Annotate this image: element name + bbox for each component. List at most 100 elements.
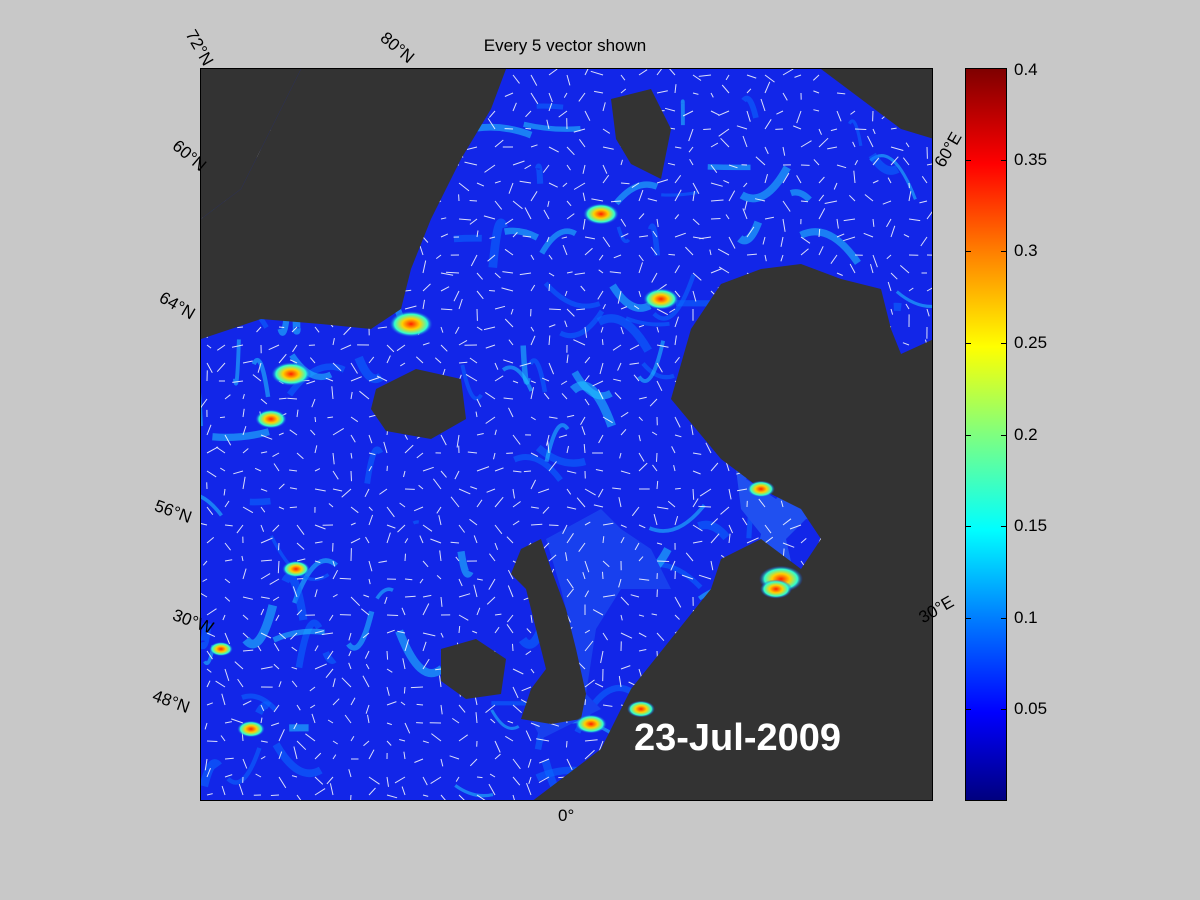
velocity-vector	[455, 776, 460, 782]
colorbar-tick-mark	[965, 526, 971, 528]
velocity-vector	[674, 189, 682, 202]
velocity-vector	[273, 663, 280, 670]
velocity-vector	[882, 200, 892, 205]
velocity-vector	[507, 569, 514, 580]
current-speed-map: 23-Jul-2009	[200, 68, 933, 801]
velocity-vector	[582, 218, 586, 230]
velocity-vector	[489, 553, 496, 562]
colorbar-tick-label: 0.1	[1014, 607, 1038, 627]
velocity-vector	[850, 110, 856, 115]
velocity-vector	[472, 630, 478, 634]
velocity-vector	[530, 506, 539, 509]
velocity-vector	[386, 524, 396, 529]
velocity-vector	[341, 488, 352, 498]
current-streak	[536, 103, 564, 110]
hotspot	[209, 641, 233, 657]
colorbar-tick-mark	[1001, 617, 1007, 619]
velocity-vector	[780, 236, 784, 247]
velocity-vector	[542, 506, 550, 514]
velocity-vector	[512, 380, 519, 384]
hotspot	[237, 720, 265, 738]
colorbar-tick-mark	[1001, 251, 1007, 253]
velocity-vector	[293, 722, 298, 730]
velocity-vector	[383, 441, 388, 454]
velocity-vector	[548, 308, 561, 311]
current-streak	[535, 444, 587, 467]
velocity-vector	[260, 740, 268, 743]
velocity-vector	[601, 339, 604, 346]
velocity-vector	[430, 776, 442, 785]
velocity-vector	[674, 175, 682, 184]
velocity-vector	[584, 326, 588, 338]
velocity-vector	[473, 535, 478, 544]
velocity-vector	[404, 553, 406, 562]
velocity-vector	[277, 560, 280, 574]
velocity-vector	[435, 254, 442, 259]
colorbar-tick-label: 0.35	[1014, 149, 1048, 169]
velocity-vector	[506, 624, 514, 634]
current-streak	[226, 747, 262, 785]
velocity-vector	[926, 211, 932, 220]
current-streak	[242, 604, 278, 649]
velocity-vector	[430, 538, 442, 544]
velocity-vector	[396, 344, 406, 352]
velocity-vector	[416, 452, 424, 459]
velocity-vector	[314, 326, 320, 333]
current-streak	[201, 622, 212, 650]
velocity-vector	[656, 308, 669, 316]
velocity-vector	[217, 344, 226, 351]
velocity-vector	[602, 164, 608, 174]
velocity-vector	[242, 506, 254, 514]
velocity-vector	[818, 176, 825, 184]
velocity-vector	[289, 469, 298, 472]
velocity-vector	[386, 614, 399, 616]
velocity-vector	[278, 483, 285, 490]
velocity-vector	[510, 308, 514, 315]
colorbar-tick-mark	[965, 251, 971, 253]
velocity-vector	[404, 578, 413, 581]
velocity-vector	[620, 411, 629, 418]
velocity-vector	[638, 578, 650, 581]
velocity-vector	[242, 649, 254, 652]
velocity-vector	[485, 391, 496, 400]
velocity-vector	[546, 236, 550, 243]
velocity-vector	[600, 326, 604, 333]
velocity-vector	[311, 398, 316, 408]
velocity-vector	[278, 353, 287, 364]
velocity-vector	[764, 81, 771, 94]
velocity-vector	[350, 470, 352, 482]
velocity-vector	[782, 518, 792, 526]
velocity-vector	[692, 290, 697, 302]
colorbar-tick-label: 0.3	[1014, 241, 1038, 261]
velocity-vector	[458, 614, 469, 621]
current-streak	[737, 220, 763, 245]
velocity-vector	[206, 740, 218, 742]
velocity-vector	[723, 179, 730, 184]
velocity-vector	[710, 110, 720, 116]
velocity-vector	[422, 283, 431, 292]
velocity-vector	[512, 470, 522, 473]
velocity-vector	[260, 717, 263, 724]
velocity-vector	[419, 535, 424, 544]
current-streak	[799, 228, 861, 265]
velocity-vector	[620, 428, 627, 436]
velocity-vector	[584, 247, 593, 256]
velocity-vector	[530, 614, 533, 623]
velocity-vector	[386, 668, 393, 673]
velocity-vector	[224, 500, 230, 508]
velocity-vector	[296, 542, 305, 550]
velocity-vector	[422, 260, 427, 274]
velocity-vector	[908, 287, 914, 292]
velocity-vector	[725, 74, 730, 81]
velocity-vector	[709, 249, 712, 256]
velocity-vector	[582, 572, 586, 580]
velocity-vector	[692, 272, 702, 281]
velocity-vector	[548, 324, 556, 328]
velocity-vector	[618, 497, 622, 508]
velocity-vector	[760, 98, 766, 112]
velocity-vector	[602, 416, 613, 424]
velocity-vector	[260, 666, 273, 670]
velocity-vector	[440, 272, 454, 276]
velocity-vector	[512, 160, 525, 166]
velocity-vector	[710, 164, 718, 174]
